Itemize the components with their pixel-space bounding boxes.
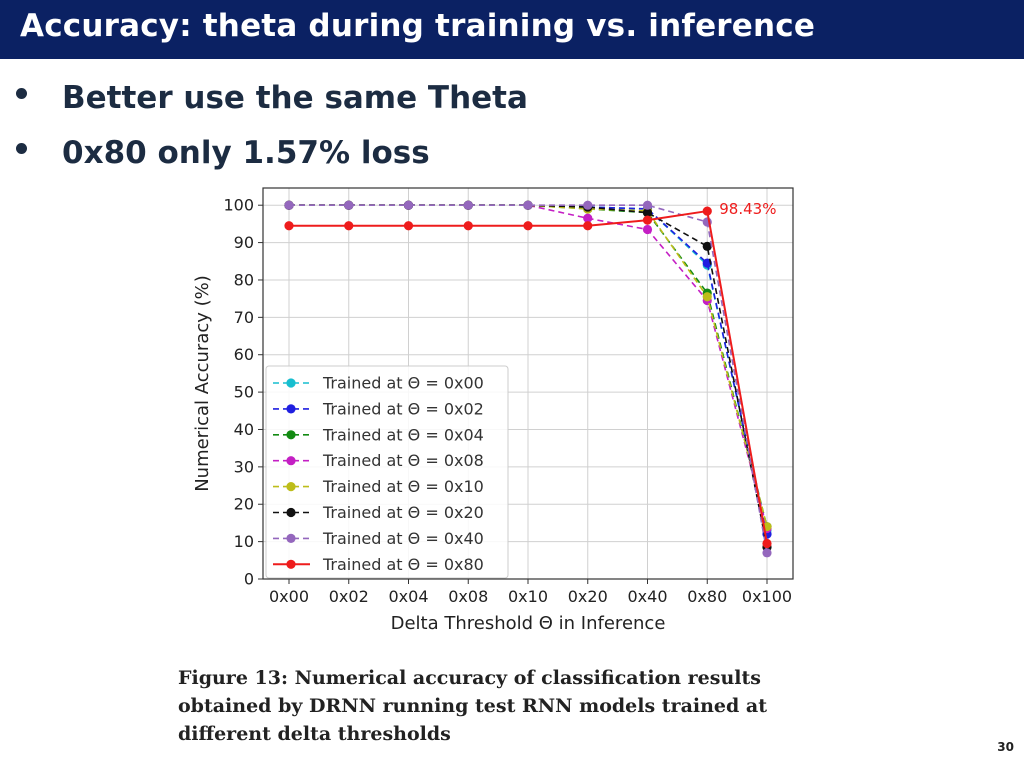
series-line xyxy=(289,204,768,527)
y-tick-label: 80 xyxy=(234,270,254,289)
series-point xyxy=(642,200,653,210)
series-line xyxy=(289,204,768,535)
annotation-label: 98.43% xyxy=(719,200,776,218)
bullet-text: 0x80 only 1.57% loss xyxy=(62,135,430,171)
y-tick-label: 10 xyxy=(234,532,254,551)
x-tick-label: 0x100 xyxy=(742,587,792,606)
page-number: 30 xyxy=(997,740,1014,754)
series-line xyxy=(289,204,768,529)
series-point xyxy=(284,221,294,231)
y-tick-label: 40 xyxy=(234,420,254,439)
legend-label: Trained at Θ = 0x10 xyxy=(322,477,484,496)
series-point xyxy=(344,200,354,210)
x-tick-label: 0x00 xyxy=(269,587,309,606)
series-point xyxy=(403,221,414,231)
series-point xyxy=(523,221,533,231)
legend-marker xyxy=(286,378,296,388)
series-point xyxy=(463,200,473,210)
legend-label: Trained at Θ = 0x00 xyxy=(322,374,484,393)
legend-marker xyxy=(286,559,296,569)
bullet-dot-icon xyxy=(16,143,27,154)
legend-label: Trained at Θ = 0x08 xyxy=(322,451,484,470)
x-tick-label: 0x40 xyxy=(627,587,667,606)
series-point xyxy=(642,208,653,218)
legend-marker xyxy=(286,430,296,440)
series-point xyxy=(284,200,294,210)
series-point xyxy=(463,221,473,231)
bullet-item: Better use the same Theta xyxy=(16,80,716,120)
bullet-item: 0x80 only 1.57% loss xyxy=(16,135,716,175)
y-axis-label: Numerical Accuracy (%) xyxy=(192,275,213,492)
y-tick-label: 70 xyxy=(234,308,254,327)
legend-label: Trained at Θ = 0x04 xyxy=(322,425,484,444)
series-line xyxy=(289,204,768,548)
x-tick-label: 0x80 xyxy=(687,587,727,606)
x-tick-label: 0x08 xyxy=(448,587,488,606)
y-tick-label: 60 xyxy=(234,345,254,364)
slide-header: Accuracy: theta during training vs. infe… xyxy=(0,0,1024,59)
series-point xyxy=(762,548,772,558)
chart-legend: Trained at Θ = 0x00 Trained at Θ = 0x02 Tr… xyxy=(265,365,509,579)
legend-marker xyxy=(286,482,296,492)
y-tick-label: 0 xyxy=(244,570,254,589)
x-axis-label: Delta Threshold Θ in Inference xyxy=(391,613,666,634)
y-tick-label: 30 xyxy=(234,457,254,476)
series-point xyxy=(583,213,593,223)
chart-annotation: 98.43% xyxy=(719,200,776,218)
series-point xyxy=(762,538,772,549)
legend-marker xyxy=(286,404,296,414)
legend-marker xyxy=(286,533,296,543)
series-point xyxy=(344,221,354,231)
x-tick-label: 0x04 xyxy=(388,587,428,606)
x-tick-label: 0x20 xyxy=(568,587,608,606)
y-tick-label: 50 xyxy=(234,383,254,402)
legend-box xyxy=(265,365,509,579)
series-point xyxy=(642,215,653,225)
series-point xyxy=(403,200,414,210)
chart-axes: 0 10 20 30 40 50 60 70 80 90 100 0x00 0x02 0x04 0x08 0x… xyxy=(192,187,794,634)
series-point xyxy=(642,224,653,235)
x-tick-label: 0x10 xyxy=(508,587,548,606)
series-line xyxy=(289,204,768,531)
y-tick-label: 20 xyxy=(234,495,254,514)
slide-title: Accuracy: theta during training vs. infe… xyxy=(20,8,816,44)
legend-marker xyxy=(286,507,296,518)
series-point xyxy=(583,200,593,210)
chart-series xyxy=(284,200,772,558)
series-point xyxy=(583,221,593,231)
bullet-dot-icon xyxy=(16,88,27,99)
figure-caption: Figure 13: Numerical accuracy of classif… xyxy=(178,667,767,745)
x-tick-label: 0x02 xyxy=(329,587,369,606)
legend-label: Trained at Θ = 0x20 xyxy=(322,503,484,522)
legend-marker xyxy=(286,456,296,466)
chart-grid xyxy=(263,188,793,580)
legend-label: Trained at Θ = 0x80 xyxy=(322,555,484,574)
y-tick-label: 90 xyxy=(234,233,254,252)
series-point xyxy=(523,200,533,210)
series-point xyxy=(702,206,712,216)
bullet-text: Better use the same Theta xyxy=(62,80,528,116)
legend-label: Trained at Θ = 0x02 xyxy=(322,399,484,418)
y-tick-label: 100 xyxy=(223,196,254,215)
series-point xyxy=(702,241,712,251)
series-point xyxy=(702,292,712,302)
legend-label: Trained at Θ = 0x40 xyxy=(322,529,484,548)
